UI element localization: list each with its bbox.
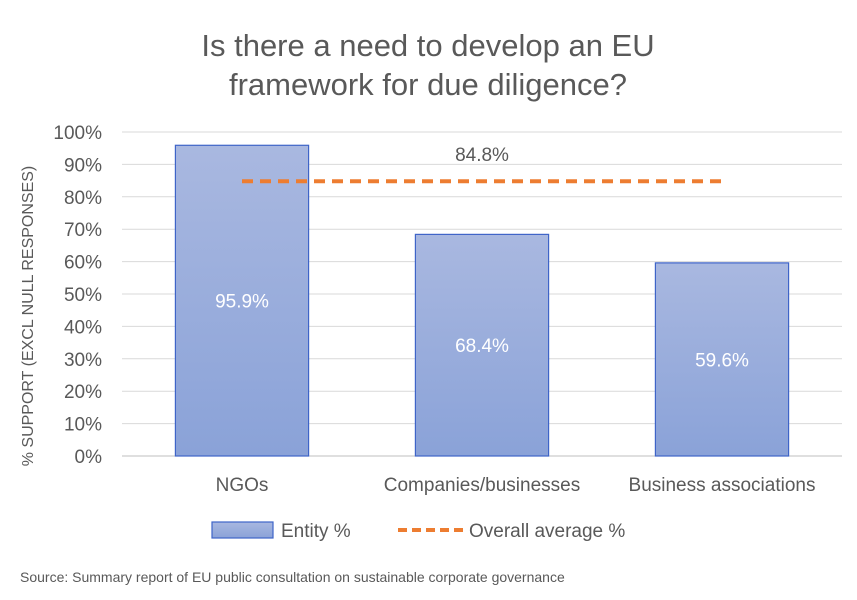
source-note: Source: Summary report of EU public cons… <box>20 569 565 585</box>
y-tick-label: 80% <box>64 188 102 209</box>
y-tick-label: 60% <box>64 253 102 274</box>
x-tick-label: Business associations <box>629 475 816 496</box>
y-tick-labels: 0% 10% 20% 30% 40% 50% 60% 70% 80% 90% 100% <box>53 123 102 468</box>
chart-title-line-1: Is there a need to develop an EU <box>201 28 654 63</box>
bars: 95.9% 68.4% 59.6% <box>174 144 790 457</box>
average-label: 84.8% <box>455 145 509 166</box>
legend-average-label: Overall average % <box>469 521 625 542</box>
y-tick-label: 0% <box>75 447 103 468</box>
legend: Entity % Overall average % <box>211 521 625 542</box>
x-tick-labels: NGOs Companies/businesses Business associa… <box>216 475 816 496</box>
bar-data-label: 68.4% <box>455 336 509 357</box>
bar-companies-businesses <box>414 233 550 457</box>
y-tick-label: 50% <box>64 285 102 306</box>
y-tick-label: 20% <box>64 382 102 403</box>
bar-business-associations <box>654 262 790 457</box>
bar-data-label: 95.9% <box>215 292 269 313</box>
legend-entity-swatch <box>211 521 274 539</box>
y-tick-label: 40% <box>64 317 102 338</box>
bar-ngos <box>174 144 310 457</box>
legend-entity-label: Entity % <box>281 521 351 542</box>
x-tick-label: Companies/businesses <box>384 475 580 496</box>
y-tick-label: 10% <box>64 415 102 436</box>
x-tick-label: NGOs <box>216 475 269 496</box>
y-tick-label: 30% <box>64 350 102 371</box>
y-tick-label: 70% <box>64 220 102 241</box>
average-line-group: 84.8% <box>242 145 722 184</box>
chart-title-line-2: framework for due diligence? <box>229 67 627 102</box>
y-tick-label: 100% <box>53 123 102 144</box>
bar-data-label: 59.6% <box>695 350 749 371</box>
y-tick-label: 90% <box>64 155 102 176</box>
y-axis-label: % SUPPORT (EXCL NULL RESPONSES) <box>20 166 37 467</box>
